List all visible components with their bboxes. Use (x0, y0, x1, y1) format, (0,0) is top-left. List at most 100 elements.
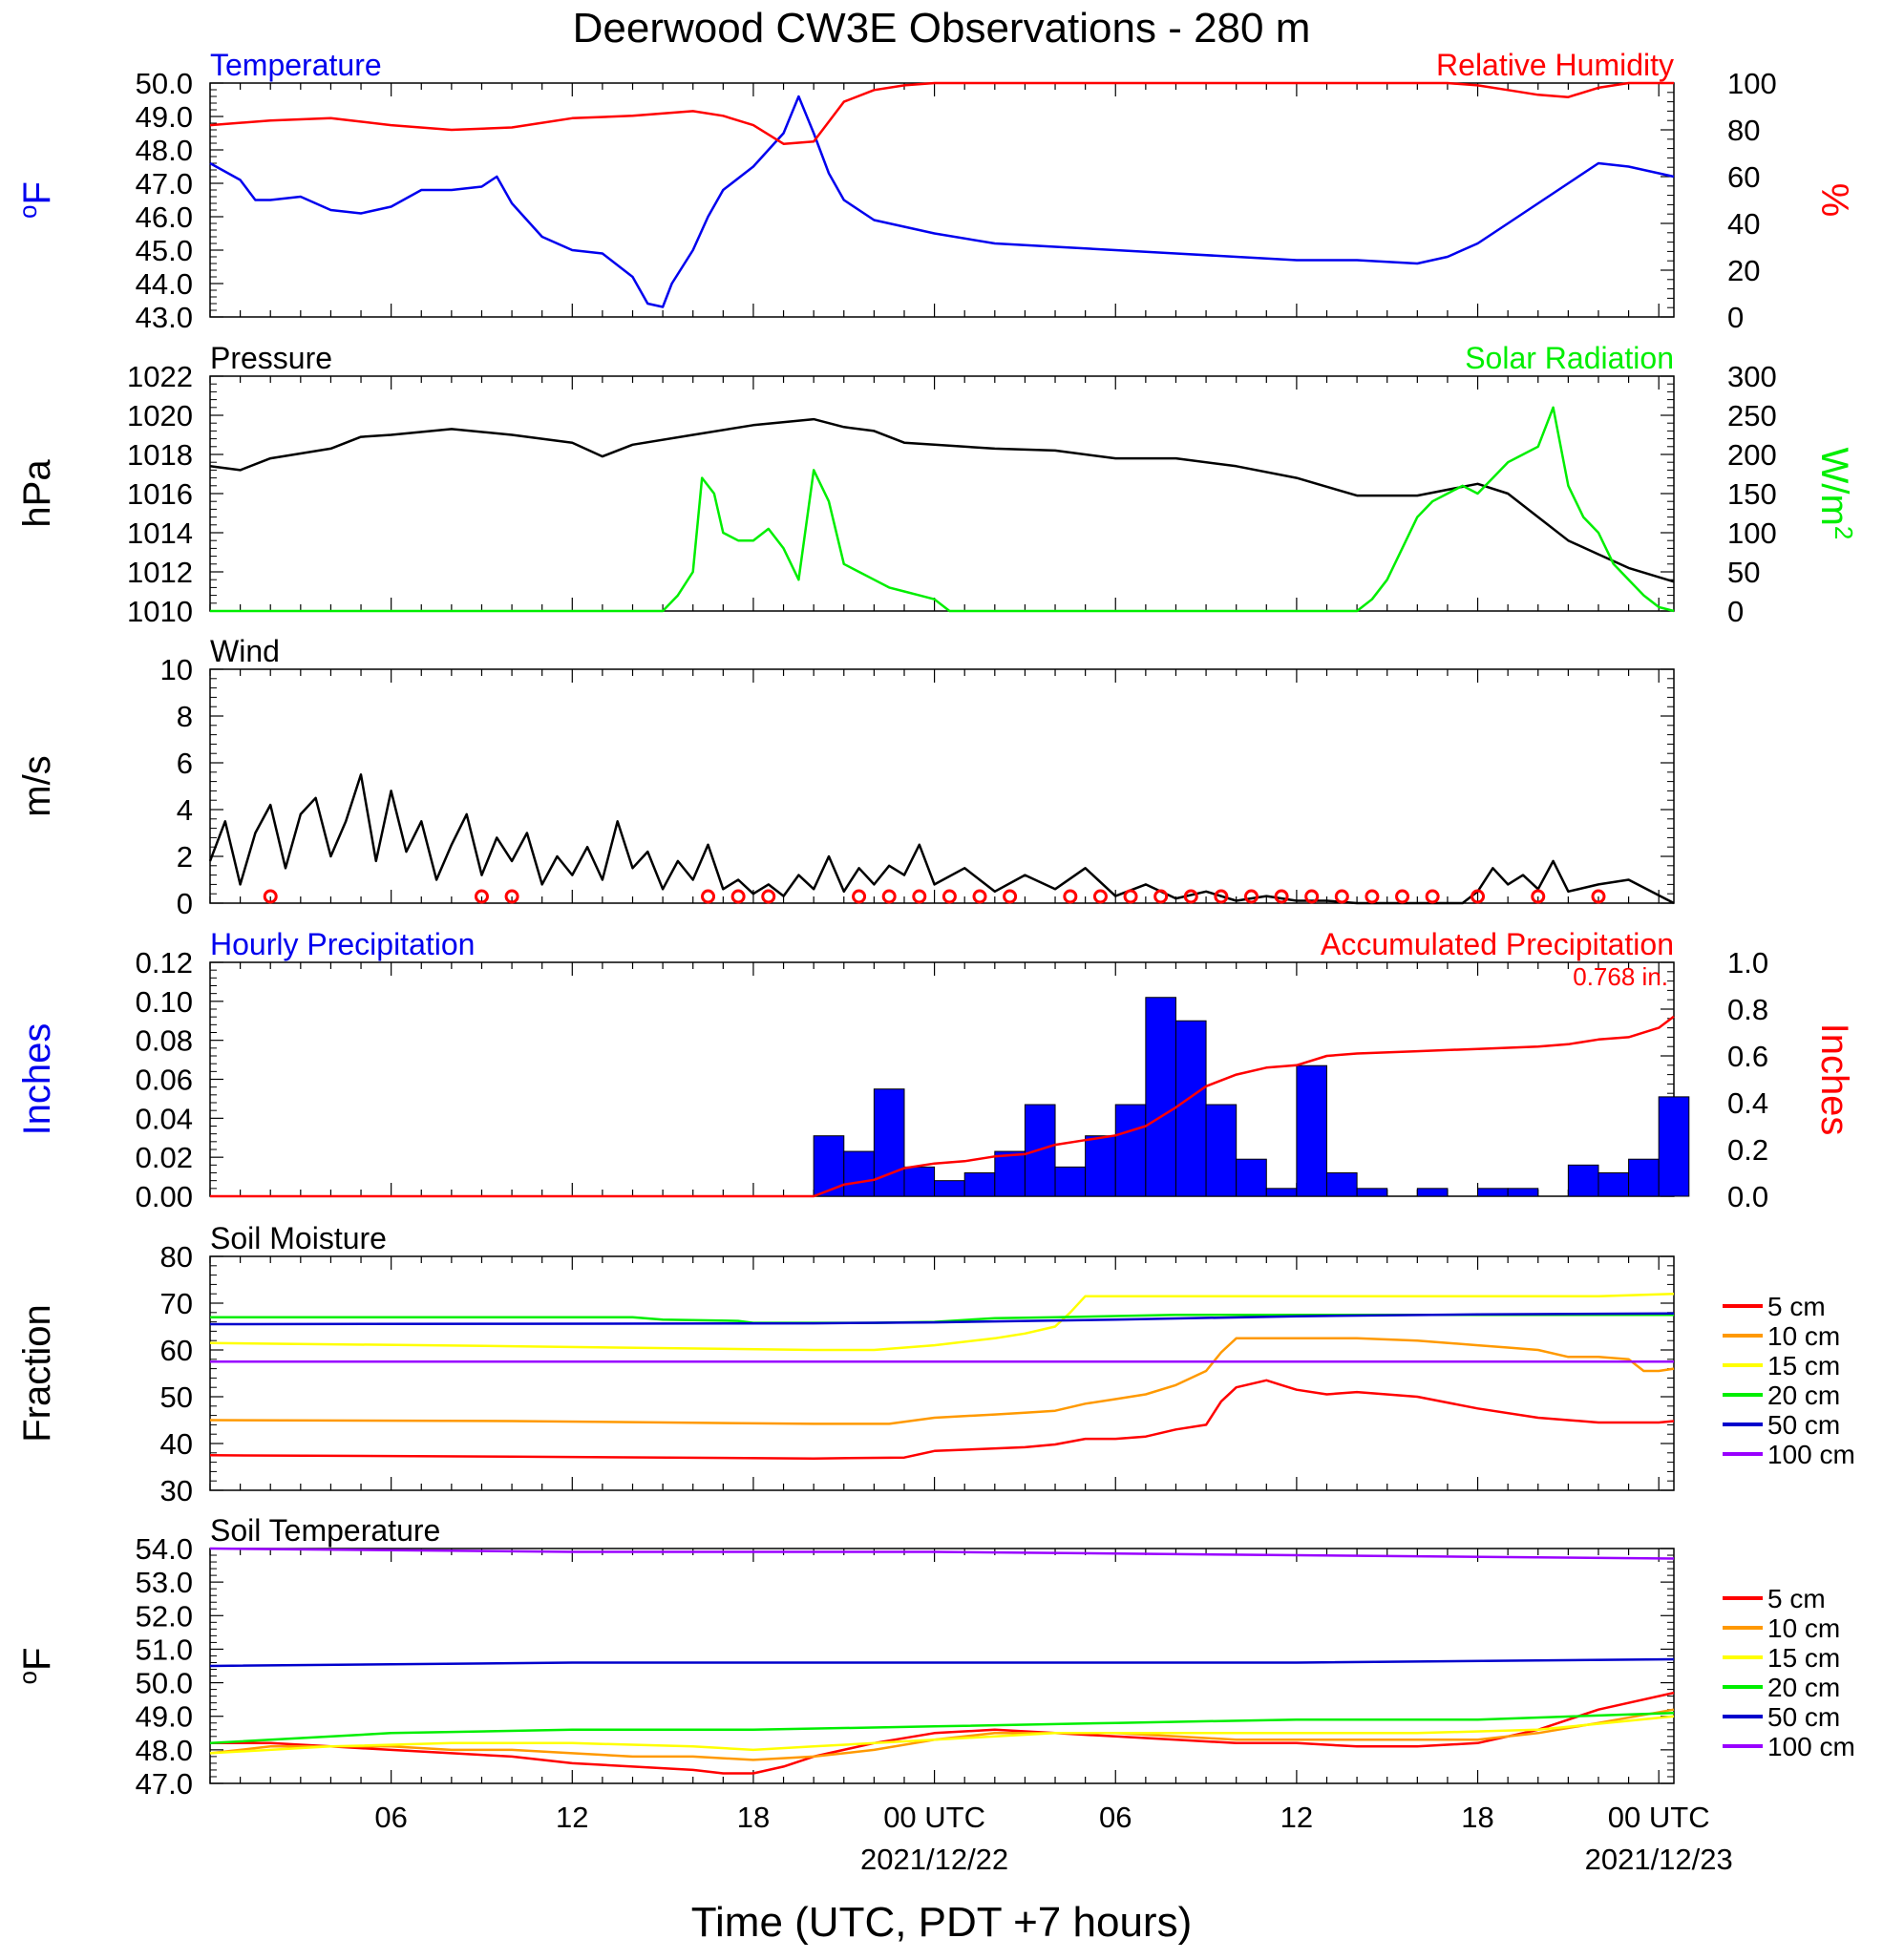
y-right-tick-label: 0 (1727, 595, 1744, 628)
calm-wind-marker (1153, 889, 1169, 904)
panel-right-label: Accumulated Precipitation (1321, 927, 1674, 961)
legend-label: 50 cm (1767, 1410, 1840, 1440)
precip-bar (1628, 1158, 1660, 1197)
y-tick-label: 6 (177, 747, 193, 780)
calm-wind-marker (1304, 889, 1320, 904)
y-right-tick-label: 100 (1727, 516, 1777, 550)
plot-frame (209, 375, 1675, 612)
series-line-50-cm (209, 1312, 1675, 1326)
y-right-tick-label: 0.2 (1727, 1133, 1768, 1167)
calm-wind-marker (1214, 889, 1229, 904)
calm-wind-marker (1425, 889, 1440, 904)
calm-wind-marker (263, 889, 278, 904)
unit-letter: F (16, 1648, 58, 1671)
y-tick-label: 70 (160, 1287, 193, 1320)
y-tick-label: 47.0 (136, 1767, 193, 1801)
y-tick-label: 0.06 (136, 1064, 193, 1097)
series-line-wind (208, 773, 1675, 905)
y-tick-label: 0.04 (136, 1102, 193, 1135)
precip-bar (1236, 1158, 1267, 1197)
calm-wind-marker (1365, 889, 1380, 904)
y-tick-label: 51.0 (136, 1633, 193, 1666)
y-axis-title: Fraction (16, 1304, 58, 1443)
series-line-100-cm (209, 1547, 1675, 1560)
y-tick-label: 50.0 (136, 67, 193, 100)
y-tick-label: 43.0 (136, 301, 193, 334)
y-tick-label: 53.0 (136, 1566, 193, 1599)
precip-bar (934, 1180, 965, 1197)
calm-wind-marker (1531, 889, 1546, 904)
y-right-tick-label: 80 (1727, 114, 1760, 147)
panel-left-label: Hourly Precipitation (210, 927, 475, 961)
y-right-tick-label: 0.6 (1727, 1040, 1768, 1073)
y-right-tick-label: 40 (1727, 207, 1760, 241)
calm-wind-marker (852, 889, 867, 904)
precip-bar (1205, 1104, 1238, 1197)
y-tick-label: 46.0 (136, 200, 193, 234)
y-right-tick-label: 150 (1727, 477, 1777, 511)
accumulated-total-label: 0.768 in. (1573, 962, 1668, 991)
precip-bar (873, 1088, 905, 1197)
unit-letter: F (16, 181, 58, 204)
y-tick-label: 30 (160, 1474, 193, 1507)
y-axis-title: m/s (16, 755, 58, 816)
calm-wind-marker (1591, 889, 1606, 904)
calm-wind-marker (761, 889, 776, 904)
legend-label: 5 cm (1767, 1292, 1826, 1321)
precip-bar (1356, 1188, 1388, 1197)
series-line-50-cm (209, 1657, 1675, 1668)
y-right-tick-label: 100 (1727, 67, 1777, 100)
y-tick-label: 0.08 (136, 1024, 193, 1058)
y-tick-label: 54.0 (136, 1532, 193, 1566)
precip-bar (994, 1150, 1026, 1197)
panel-right-label: Relative Humidity (1436, 48, 1674, 82)
y-right-tick-label: 0.0 (1727, 1180, 1768, 1213)
calm-wind-marker (1123, 889, 1138, 904)
chart-title: Deerwood CW3E Observations - 280 m (573, 5, 1311, 52)
calm-wind-marker (1003, 889, 1018, 904)
plot-frame (209, 1255, 1675, 1491)
y-tick-label: 47.0 (136, 167, 193, 200)
x-axis-label: Time (UTC, PDT +7 hours) (691, 1899, 1192, 1946)
series-line-5-cm (209, 1379, 1675, 1460)
unit-exponent: 2 (1830, 526, 1858, 539)
y-right-tick-label: 300 (1727, 360, 1777, 393)
series-line-15-cm (209, 1292, 1675, 1352)
y-tick-label: 50.0 (136, 1667, 193, 1700)
series-line-15-cm (209, 1715, 1675, 1755)
y-tick-label: 49.0 (136, 100, 193, 134)
panel-left-label: Temperature (210, 48, 382, 82)
legend-label: 100 cm (1767, 1440, 1855, 1469)
legend-label: 15 cm (1767, 1643, 1840, 1673)
y-tick-label: 60 (160, 1334, 193, 1367)
y-axis-title: oF (13, 1648, 58, 1685)
series-line-temperature (209, 95, 1675, 308)
precip-bar (1085, 1135, 1116, 1197)
y-tick-label: 1018 (127, 438, 193, 472)
x-tick-label: 12 (556, 1801, 588, 1834)
legend-label: 20 cm (1767, 1673, 1840, 1702)
x-date-label: 2021/12/23 (1585, 1843, 1733, 1876)
precip-bar (1265, 1188, 1298, 1197)
panel-right-label: Solar Radiation (1465, 341, 1674, 375)
calm-wind-marker (1183, 889, 1198, 904)
y-axis-title: hPa (16, 459, 58, 528)
legend-label: 100 cm (1767, 1732, 1855, 1761)
plot-frame (209, 668, 1675, 904)
calm-wind-marker (942, 889, 957, 904)
y-right-tick-label: 0.4 (1727, 1086, 1768, 1120)
calm-wind-marker (730, 889, 746, 904)
y-tick-label: 48.0 (136, 134, 193, 167)
calm-wind-marker (881, 889, 897, 904)
y-right-tick-label: 200 (1727, 438, 1777, 472)
y-right-tick-label: 1.0 (1727, 946, 1768, 980)
panel-soil_temperature: 47.048.049.050.051.052.053.054.0 Soil Tem… (13, 1513, 1855, 1876)
calm-wind-marker (912, 889, 927, 904)
legend-label: 15 cm (1767, 1351, 1840, 1380)
panel-pressure_solar: 1010 1012 1014 1016 1018 1020 1022 0 50 100 150 200… (16, 341, 1858, 628)
precip-bar (1567, 1164, 1599, 1197)
legend-label: 10 cm (1767, 1321, 1840, 1351)
panel-left-label: Soil Moisture (210, 1221, 387, 1255)
y-axis-title: oF (13, 181, 58, 219)
